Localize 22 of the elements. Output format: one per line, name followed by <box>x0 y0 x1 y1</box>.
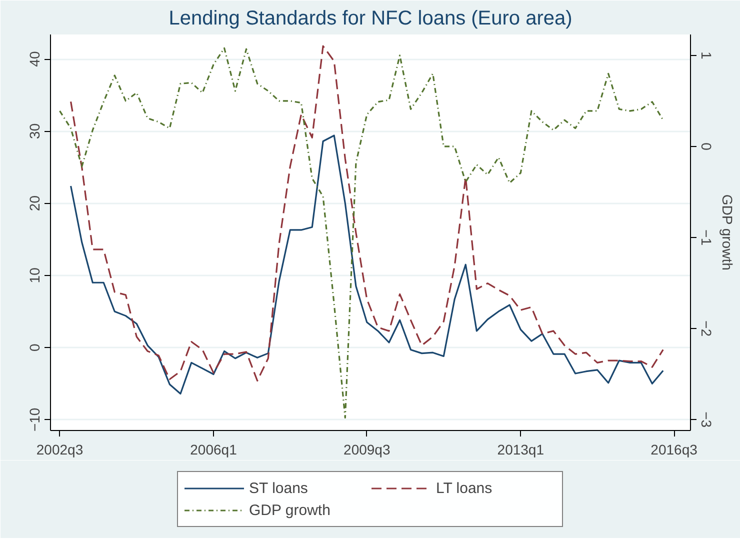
y2-axis-title: GDP growth <box>720 194 736 270</box>
legend-label: ST loans <box>249 480 309 496</box>
chart-title: Lending Standards for NFC loans (Euro area) <box>168 8 572 30</box>
x-tick-label: 2016q3 <box>650 442 698 458</box>
y2-tick-label: −3 <box>698 412 714 428</box>
y-tick-label: 20 <box>26 195 42 212</box>
x-tick-label: 2002q3 <box>36 442 84 458</box>
y2-tick-label: 1 <box>698 52 714 60</box>
y-tick-label: 0 <box>26 343 42 352</box>
x-tick-label: 2009q3 <box>344 442 390 458</box>
y2-tick-label: 0 <box>698 142 714 151</box>
x-tick-label: 2006q1 <box>190 442 238 458</box>
y-tick-label: −10 <box>26 408 42 432</box>
line-series <box>70 134 664 395</box>
legend-label: LT loans <box>436 480 494 496</box>
y-tick-label: 40 <box>26 51 42 67</box>
y-tick-label: 10 <box>26 267 42 284</box>
y2-tick-label: −2 <box>698 320 714 337</box>
x-tick-label: 2013q1 <box>497 442 544 458</box>
y-tick-label: 30 <box>26 123 42 139</box>
legend-label: GDP growth <box>249 502 332 518</box>
y2-tick-label: −1 <box>698 230 714 246</box>
